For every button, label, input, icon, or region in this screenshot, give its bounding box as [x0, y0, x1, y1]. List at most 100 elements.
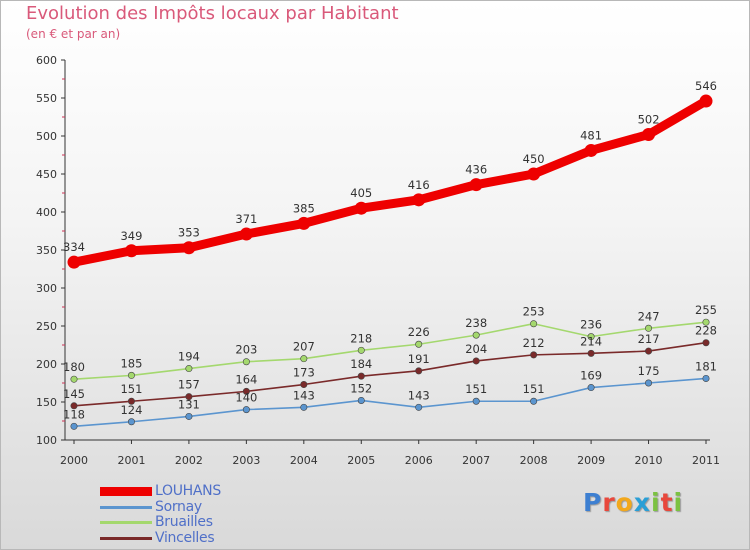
legend-item-sornay: Sornay [100, 498, 300, 516]
data-label-sornay: 140 [235, 391, 257, 405]
logo-letter: x [633, 488, 651, 517]
legend-swatch-sornay [100, 505, 152, 509]
data-label-bruailles: 238 [465, 316, 487, 330]
data-label-sornay: 175 [638, 364, 660, 378]
x-tick-label: 2005 [347, 454, 375, 467]
data-point-bruailles [587, 333, 595, 341]
data-label-bruailles: 226 [408, 325, 430, 339]
legend-item-bruailles: Bruailles [100, 514, 300, 531]
legend-item-louhans: LOUHANS [100, 483, 300, 500]
y-tick-label: 400 [36, 206, 57, 219]
y-tick-label: 250 [36, 320, 57, 333]
data-label-sornay: 143 [293, 388, 315, 402]
data-point-bruailles [70, 375, 78, 383]
data-point-bruailles [702, 318, 710, 326]
data-point-bruailles [472, 331, 480, 339]
data-label-vincelles: 228 [695, 324, 717, 338]
data-point-bruailles [530, 320, 538, 328]
data-label-vincelles: 145 [63, 387, 85, 401]
y-tick-label: 550 [36, 92, 57, 105]
legend-swatch-louhans [100, 487, 152, 496]
y-tick-label: 150 [36, 396, 57, 409]
x-tick-label: 2001 [117, 454, 145, 467]
data-label-louhans: 353 [178, 226, 200, 240]
data-label-vincelles: 204 [465, 342, 487, 356]
data-point-sornay [242, 406, 250, 414]
x-tick-label: 2004 [290, 454, 318, 467]
data-point-bruailles [127, 371, 135, 379]
data-label-louhans: 416 [408, 178, 430, 192]
series-line-louhans [69, 96, 711, 267]
data-label-vincelles: 184 [350, 357, 372, 371]
data-point-louhans [239, 227, 253, 241]
data-point-louhans [354, 201, 368, 215]
x-tick-label: 2010 [635, 454, 663, 467]
data-label-sornay: 143 [408, 388, 430, 402]
data-label-bruailles: 203 [235, 343, 257, 357]
data-label-sornay: 151 [523, 382, 545, 396]
data-label-louhans: 405 [350, 186, 372, 200]
data-point-louhans [67, 255, 81, 269]
data-label-vincelles: 151 [120, 382, 142, 396]
data-point-sornay [645, 379, 653, 387]
logo-letter: r [602, 488, 616, 517]
data-label-vincelles: 164 [235, 372, 257, 386]
chart-subtitle: (en € et par an) [26, 27, 121, 41]
x-tick-label: 2003 [232, 454, 260, 467]
data-point-sornay [530, 397, 538, 405]
data-label-sornay: 151 [465, 382, 487, 396]
data-label-sornay: 118 [63, 407, 85, 421]
data-point-sornay [300, 403, 308, 411]
data-point-bruailles [300, 355, 308, 363]
data-point-louhans [527, 167, 541, 181]
data-point-sornay [415, 403, 423, 411]
data-label-sornay: 152 [350, 381, 372, 395]
data-label-louhans: 385 [293, 201, 315, 215]
data-label-louhans: 334 [63, 240, 85, 254]
data-point-sornay [357, 396, 365, 404]
data-point-vincelles [415, 367, 423, 375]
y-tick-label: 200 [36, 358, 57, 371]
data-point-vincelles [70, 402, 78, 410]
x-tick-label: 2006 [405, 454, 433, 467]
data-point-vincelles [127, 397, 135, 405]
legend: LOUHANS Sornay Bruailles Vincelles [100, 483, 300, 546]
data-label-vincelles: 212 [523, 336, 545, 350]
data-label-vincelles: 217 [638, 332, 660, 346]
logo-letter: i [651, 488, 661, 517]
data-label-louhans: 450 [523, 152, 545, 166]
legend-label-vincelles: Vincelles [155, 529, 215, 546]
data-point-sornay [702, 374, 710, 382]
y-tick-label: 600 [36, 54, 57, 67]
chart-title: Evolution des Impôts locaux par Habitant [26, 3, 399, 24]
data-label-louhans: 481 [580, 128, 602, 142]
x-tick-label: 2000 [60, 454, 88, 467]
data-label-bruailles: 180 [63, 360, 85, 374]
data-point-sornay [185, 412, 193, 420]
legend-label-louhans: LOUHANS [155, 483, 221, 499]
data-point-bruailles [645, 324, 653, 332]
data-point-sornay [472, 397, 480, 405]
data-label-bruailles: 236 [580, 318, 602, 332]
data-label-bruailles: 194 [178, 350, 200, 364]
data-point-louhans [182, 241, 196, 255]
legend-label-sornay: Sornay [155, 498, 202, 515]
data-point-vincelles [357, 372, 365, 380]
data-point-louhans [584, 143, 598, 157]
data-label-louhans: 502 [638, 112, 660, 126]
data-label-louhans: 436 [465, 163, 487, 177]
data-label-sornay: 169 [580, 369, 602, 383]
data-label-bruailles: 207 [293, 340, 315, 354]
x-tick-label: 2007 [462, 454, 490, 467]
data-label-sornay: 181 [695, 359, 717, 373]
data-point-sornay [587, 384, 595, 392]
data-point-vincelles [242, 387, 250, 395]
data-label-vincelles: 157 [178, 378, 200, 392]
x-tick-label: 2008 [520, 454, 548, 467]
data-point-vincelles [472, 357, 480, 365]
data-label-bruailles: 255 [695, 303, 717, 317]
legend-swatch-vincelles [100, 536, 152, 540]
logo-letter: o [615, 488, 634, 517]
logo-letter: t [660, 488, 674, 517]
